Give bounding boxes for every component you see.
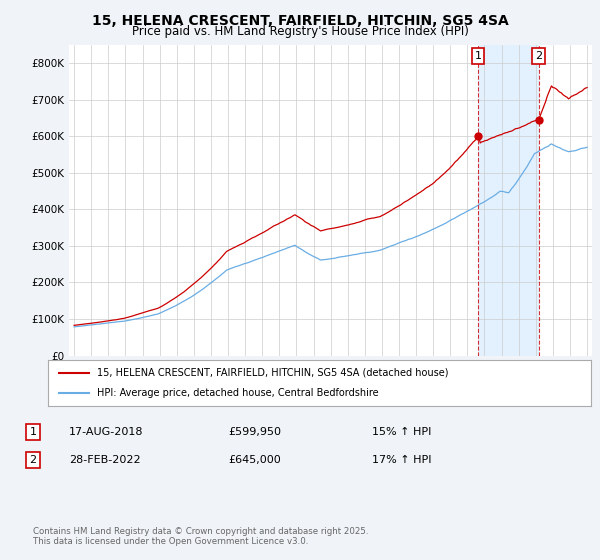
Text: HPI: Average price, detached house, Central Bedfordshire: HPI: Average price, detached house, Cent…: [97, 388, 379, 398]
Text: 28-FEB-2022: 28-FEB-2022: [69, 455, 140, 465]
Text: £645,000: £645,000: [228, 455, 281, 465]
Text: 2: 2: [535, 51, 542, 61]
Text: 15% ↑ HPI: 15% ↑ HPI: [372, 427, 431, 437]
Text: Price paid vs. HM Land Registry's House Price Index (HPI): Price paid vs. HM Land Registry's House …: [131, 25, 469, 38]
Bar: [478, 45, 539, 356]
Text: 15, HELENA CRESCENT, FAIRFIELD, HITCHIN, SG5 4SA: 15, HELENA CRESCENT, FAIRFIELD, HITCHIN,…: [92, 14, 508, 28]
Text: 17% ↑ HPI: 17% ↑ HPI: [372, 455, 431, 465]
Text: 1: 1: [29, 427, 37, 437]
Text: 1: 1: [475, 51, 482, 61]
Text: Contains HM Land Registry data © Crown copyright and database right 2025.
This d: Contains HM Land Registry data © Crown c…: [33, 526, 368, 546]
Text: 15, HELENA CRESCENT, FAIRFIELD, HITCHIN, SG5 4SA (detached house): 15, HELENA CRESCENT, FAIRFIELD, HITCHIN,…: [97, 368, 448, 378]
Text: 2: 2: [29, 455, 37, 465]
Text: 17-AUG-2018: 17-AUG-2018: [69, 427, 143, 437]
Text: £599,950: £599,950: [228, 427, 281, 437]
